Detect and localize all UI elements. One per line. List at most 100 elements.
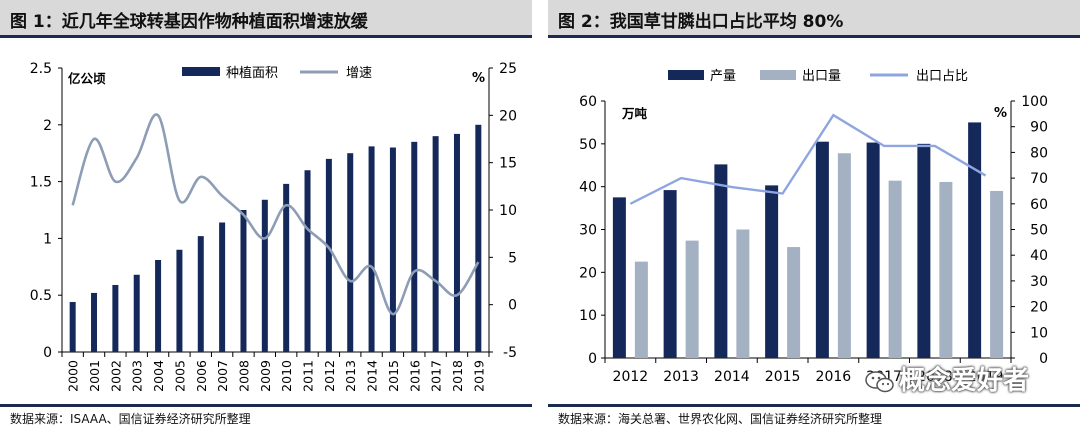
x-tick-label: 2014: [365, 360, 380, 392]
bar-export: [990, 190, 1004, 358]
legend-label-export: 出口量: [802, 69, 841, 84]
x-tick-label: 2004: [151, 360, 166, 392]
x-tick-label: 2002: [108, 360, 123, 392]
x-tick-label: 2008: [236, 360, 251, 392]
x-tick-label: 2011: [301, 360, 316, 392]
y-tick-label-right: 70: [1030, 171, 1048, 187]
bar-export: [634, 261, 648, 358]
y-tick-label-left: 2.5: [30, 61, 52, 77]
bar-production: [968, 122, 982, 359]
glyphosate-export-chart: 0 10 20 30 40 50 60 0 10 20 30 40 50 60 70 80 90 100 2012 2…: [579, 69, 1048, 385]
y-tick-label-right: 0: [1039, 351, 1048, 367]
chart-title-bar: 图 1：近几年全球转基因作物种植面积增速放缓: [0, 0, 532, 38]
bar-production: [866, 142, 880, 358]
x-tick-label: 2012: [613, 369, 649, 385]
bar-production: [765, 185, 779, 358]
y-tick-label-right: 50: [1030, 223, 1048, 239]
y-axis-label-right: %: [472, 71, 485, 86]
line-export-share: [629, 113, 987, 205]
legend-swatch-area: [182, 67, 220, 76]
x-tick-label: 2000: [66, 360, 81, 392]
bar-area: [325, 158, 332, 352]
bar-area: [304, 170, 311, 352]
source-note: 数据来源：ISAAA、国信证券经济研究所整理: [10, 412, 251, 426]
watermark: 概念爱好者: [865, 360, 1065, 396]
x-tick-label: 2007: [215, 360, 230, 392]
y-tick-label-right: 90: [1030, 120, 1048, 136]
y-tick-label-left: 30: [579, 223, 597, 239]
x-tick-label: 2018: [450, 360, 465, 392]
y-tick-label-right: 40: [1030, 248, 1048, 264]
x-tick-label: 2013: [343, 360, 358, 392]
bar-area: [155, 259, 162, 352]
y-tick-label-right: 60: [1030, 197, 1048, 213]
bar-area: [453, 133, 460, 352]
source-bar: 数据来源：ISAAA、国信证券经济研究所整理: [0, 404, 532, 428]
bar-area: [283, 183, 290, 352]
legend-swatch-production: [668, 70, 704, 80]
x-tick-label: 2010: [279, 360, 294, 392]
legend-swatch-export: [760, 70, 796, 80]
chart-title-bar: 图 2：我国草甘膦出口占比平均 80%: [548, 0, 1080, 38]
bar-area: [219, 222, 226, 352]
bar-area: [368, 146, 375, 352]
bar-area: [432, 136, 439, 352]
y-tick-label-right: 20: [1030, 300, 1048, 316]
gm-crop-area-chart: 0 0.5 1 1.5 2 2.5 -5 0 5 10 15 20 25 2000 2001 2002 2003…: [30, 61, 517, 392]
bar-production: [714, 164, 728, 358]
x-tick-label: 2016: [407, 360, 422, 392]
x-tick-label: 2001: [87, 360, 102, 392]
chart-title: 图 2：我国草甘膦出口占比平均 80%: [558, 12, 844, 32]
bar-production: [917, 143, 931, 358]
y-tick-label-left: 10: [579, 308, 597, 324]
y-tick-label-left: 0: [588, 351, 597, 367]
chart-title: 图 1：近几年全球转基因作物种植面积增速放缓: [10, 12, 368, 32]
bar-production: [663, 190, 677, 358]
bar-area: [475, 124, 482, 352]
x-tick-label: 2015: [386, 360, 401, 392]
bar-area: [112, 284, 119, 352]
source-note: 数据来源：海关总署、世界农化网、国信证券经济研究所整理: [558, 412, 883, 426]
legend-label-production: 产量: [710, 69, 736, 84]
y-tick-label-left: 2: [43, 118, 52, 134]
y-tick-label-right: 100: [1021, 94, 1048, 110]
bar-area: [261, 199, 268, 352]
y-tick-label-left: 50: [579, 137, 597, 153]
x-tick-label: 2019: [471, 360, 486, 392]
legend-label-growth: 增速: [346, 66, 372, 81]
watermark-text: 概念爱好者: [899, 366, 1030, 396]
y-tick-label-left: 60: [579, 94, 597, 110]
x-tick-label: 2013: [663, 369, 699, 385]
x-tick-label: 2015: [765, 369, 801, 385]
bar-production: [612, 197, 626, 358]
x-tick-label: 2019: [968, 369, 1004, 385]
bar-area: [133, 274, 140, 352]
y-tick-label-left: 0.5: [30, 288, 52, 304]
x-tick-label: 2018: [917, 369, 953, 385]
wechat-icon: [865, 370, 894, 392]
y-tick-label-left: 1.5: [30, 175, 52, 191]
y-tick-label-right: -5: [503, 345, 517, 361]
x-tick-label: 2012: [322, 360, 337, 392]
bar-area: [389, 147, 396, 352]
bar-area: [411, 141, 418, 352]
bar-area: [240, 210, 247, 352]
y-tick-label-right: 10: [499, 203, 517, 219]
y-axis-label-left: 亿公顷: [68, 71, 106, 86]
bar-export: [888, 180, 902, 358]
y-tick-label-right: 5: [508, 250, 517, 266]
y-tick-label-right: 80: [1030, 145, 1048, 161]
x-tick-label: 2009: [258, 360, 273, 392]
y-axis-label-right: %: [994, 106, 1007, 121]
y-tick-label-right: 30: [1030, 274, 1048, 290]
y-axis-label-left: 万吨: [621, 106, 648, 121]
y-tick-label-right: 10: [1030, 325, 1048, 341]
y-tick-label-left: 20: [579, 265, 597, 281]
bar-area: [91, 292, 98, 352]
x-tick-label: 2006: [194, 360, 209, 392]
source-bar: 数据来源：海关总署、世界农化网、国信证券经济研究所整理: [548, 404, 1080, 428]
x-tick-label: 2016: [816, 369, 852, 385]
line-growth: [71, 113, 480, 316]
y-tick-label-left: 40: [579, 180, 597, 196]
y-tick-label-left: 1: [43, 231, 52, 247]
